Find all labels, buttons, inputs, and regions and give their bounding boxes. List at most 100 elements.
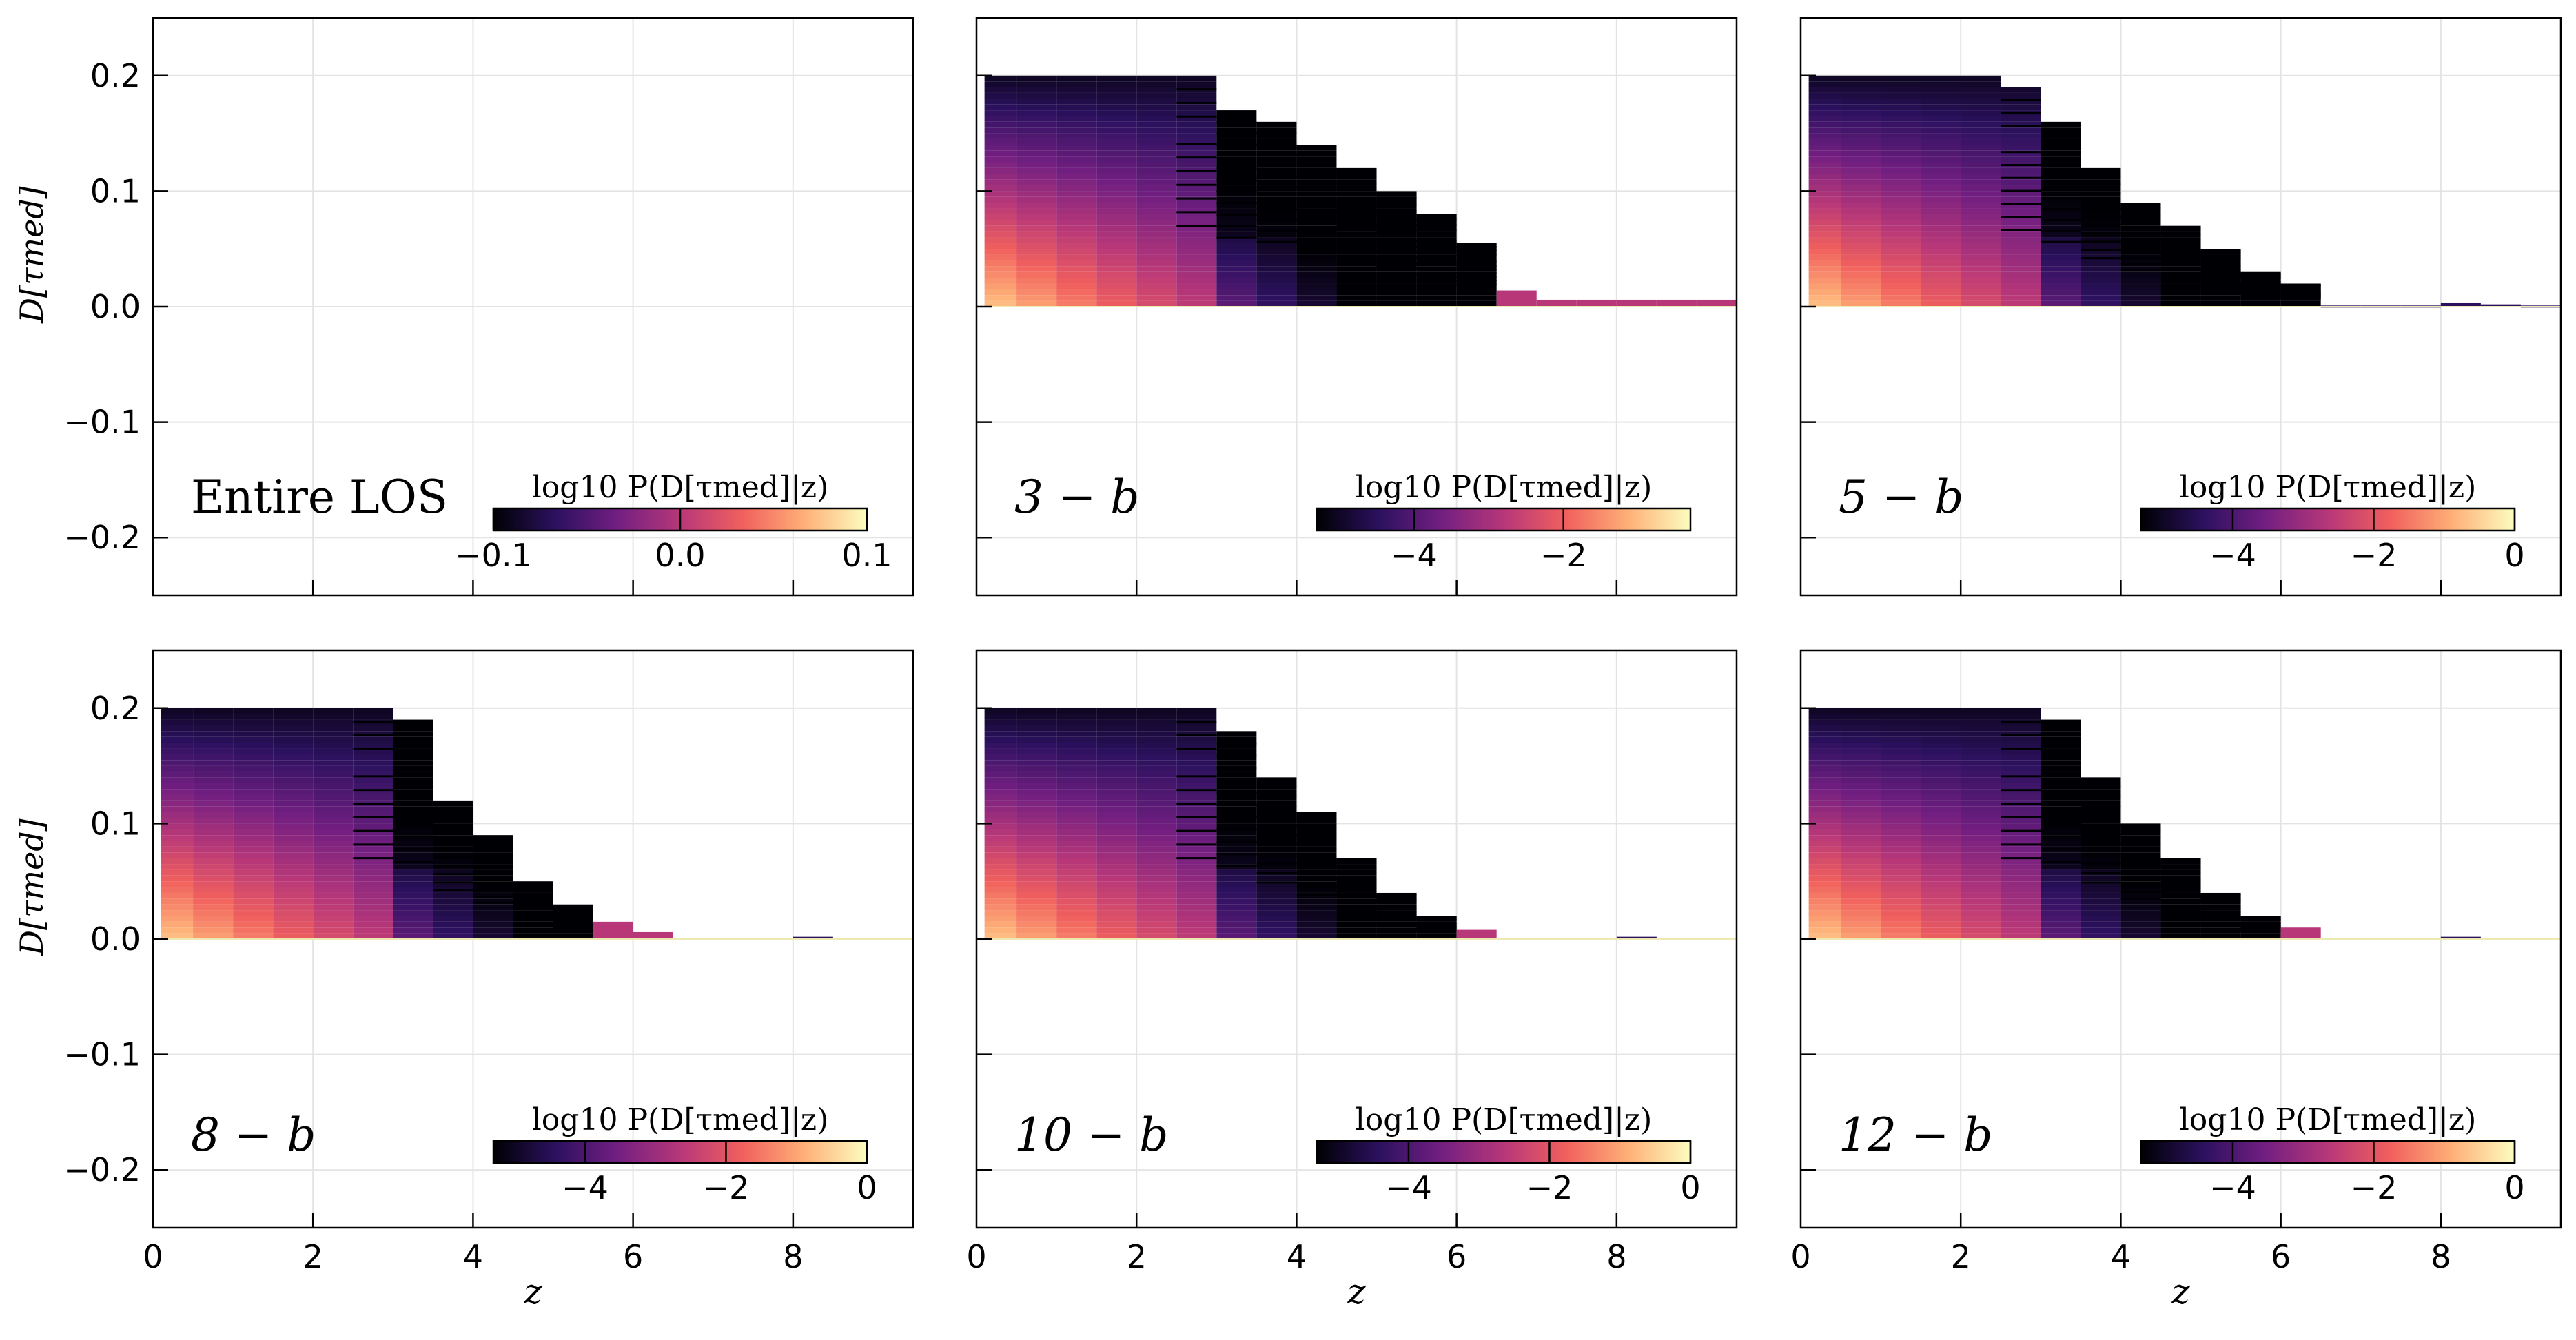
- heatmap-column-10: [2160, 225, 2201, 307]
- heatmap-column-17: [1616, 936, 1657, 939]
- heatmap-column-9: [1296, 812, 1337, 939]
- heatmap-column-11: [553, 904, 593, 939]
- colorbar-tick-label: −4: [562, 1169, 609, 1206]
- x-tick-label: 2: [1951, 1238, 1971, 1275]
- colorbar: log10 P(D[τmed]|z)−0.1 0.0 0.1: [455, 470, 892, 574]
- colorbar: log10 P(D[τmed]|z) −4 −2 0: [2140, 1102, 2525, 1206]
- colorbar-title: log10 P(D[τmed]|z): [532, 1102, 829, 1137]
- x-tick-label: 4: [1287, 1238, 1307, 1275]
- colorbar-tick-label: 0.0: [655, 537, 705, 574]
- panel-3: 5 − b log10 P(D[τmed]|z) −4 −2 0: [1799, 17, 2562, 597]
- heatmap-column-7: [1216, 731, 1257, 939]
- heatmap-column-7: [2041, 719, 2081, 939]
- heatmap-column-3: [1881, 75, 1921, 307]
- colorbar-title: log10 P(D[τmed]|z): [2180, 1102, 2477, 1137]
- heatmap-column-1: [161, 708, 194, 939]
- heatmap-column-10: [1336, 858, 1377, 939]
- heatmap-column-6: [353, 708, 393, 939]
- heatmap-column-12: [593, 921, 633, 939]
- heatmap-column-5: [1961, 75, 2001, 307]
- heatmap-column-11: [2200, 249, 2241, 307]
- panel-6: 0 2 4 6 8 12 − b log10 P(D[τmed]|z) −4 −2 0 z: [1790, 649, 2562, 1312]
- colorbar-strip: [2140, 1140, 2516, 1164]
- colorbar-tick-label: −4: [2209, 537, 2256, 574]
- heatmap-column-13: [2280, 927, 2321, 939]
- colorbar-tick-label: −2: [2351, 537, 2398, 574]
- panel-4: 0.2 0.1 0.0 −0.1 −0.2 0 2 4 6 8 8 − b log10 P(D[τme…: [13, 649, 914, 1312]
- colorbar-tick-label: 0: [2504, 537, 2524, 574]
- panel-label: 12 − b: [1839, 1109, 1993, 1162]
- y-tick-label: −0.1: [63, 1036, 141, 1073]
- heatmap-column-17: [2440, 302, 2481, 307]
- colorbar-strip: [1316, 507, 1692, 532]
- colorbar-tick-label: −2: [2351, 1169, 2398, 1206]
- heatmap-column-5: [1136, 75, 1177, 307]
- heatmap-column-11: [2200, 892, 2241, 939]
- heatmap-column-5: [313, 708, 354, 939]
- colorbar-title: log10 P(D[τmed]|z): [2180, 470, 2477, 505]
- heatmap-column-1: [1808, 75, 1841, 307]
- y-tick-label: −0.1: [63, 404, 141, 441]
- heatmap-column-13: [1456, 243, 1497, 307]
- heatmap-column-2: [1841, 75, 1881, 307]
- heatmap-column-4: [1921, 75, 1961, 307]
- heatmap-column-13: [1456, 929, 1497, 939]
- panel-label: Entire LOS: [191, 471, 448, 524]
- colorbar-title: log10 P(D[τmed]|z): [1356, 1102, 1653, 1137]
- colorbar-tick-label: −4: [1385, 1169, 1432, 1206]
- heatmap-column-7: [1216, 110, 1257, 307]
- heatmap-column-10: [1336, 167, 1377, 307]
- heatmap-column-18: [1656, 299, 1697, 307]
- colorbar-tick-label: −2: [1526, 1169, 1573, 1206]
- x-axis-label: z: [2171, 1272, 2190, 1312]
- colorbar-tick-label: 0: [857, 1169, 877, 1206]
- y-tick-label: 0.2: [90, 57, 141, 94]
- x-tick-label: 0: [143, 1238, 163, 1275]
- y-tick-label: 0.2: [90, 690, 141, 727]
- x-tick-label: 6: [623, 1238, 643, 1275]
- heatmap-column-19: [1696, 299, 1737, 307]
- panels-layer: 0.2 0.1 0.0 −0.1 −0.2 Entire LOS log10 P(D[τme…: [13, 17, 2562, 1312]
- x-tick-label: 6: [1447, 1238, 1466, 1275]
- heatmap-column-11: [1376, 191, 1417, 307]
- heatmap-column-12: [2240, 916, 2281, 939]
- heatmap-column-6: [2001, 708, 2041, 939]
- heatmap-column-8: [2081, 167, 2121, 307]
- heatmap-column-10: [2160, 858, 2201, 939]
- x-tick-label: 2: [1127, 1238, 1147, 1275]
- heatmap-column-12: [1416, 214, 1457, 307]
- heatmap-column-10: [513, 881, 553, 939]
- colorbar: log10 P(D[τmed]|z) −4 −2 0: [1316, 1102, 1701, 1206]
- y-tick-label: 0.1: [90, 805, 141, 842]
- heatmap-column-1: [984, 75, 1017, 307]
- heatmap-column-3: [233, 708, 274, 939]
- heatmap-column-1: [984, 708, 1017, 939]
- heatmap-column-4: [1096, 75, 1137, 307]
- colorbar: log10 P(D[τmed]|z) −4 −2 0: [492, 1102, 877, 1206]
- heatmap-column-7: [393, 719, 433, 939]
- heatmap-column-4: [273, 708, 314, 939]
- heatmap-column-16: [1576, 299, 1617, 307]
- colorbar-tick-label: −2: [1540, 537, 1587, 574]
- heatmap-column-18: [2480, 304, 2521, 307]
- x-tick-label: 0: [966, 1238, 986, 1275]
- heatmap-column-2: [1016, 708, 1057, 939]
- heatmap-column-9: [2120, 823, 2161, 939]
- heatmap-column-6: [1176, 75, 1217, 307]
- panel-2: 3 − b log10 P(D[τmed]|z) −4 −2: [975, 17, 1738, 597]
- heatmap-column-11: [1376, 892, 1417, 939]
- heatmap-column-3: [1881, 708, 1921, 939]
- panel-label: 10 − b: [1014, 1109, 1169, 1162]
- heatmap-column-2: [193, 708, 234, 939]
- x-axis-label: z: [523, 1272, 542, 1312]
- heatmap-column-15: [1536, 299, 1577, 307]
- heatmap-column-6: [1176, 708, 1217, 939]
- y-tick-label: −0.2: [63, 519, 141, 556]
- colorbar-strip: [1316, 1140, 1692, 1164]
- x-tick-label: 8: [1606, 1238, 1626, 1275]
- heatmap-column-17: [2440, 936, 2481, 939]
- y-tick-label: 0.1: [90, 172, 141, 209]
- colorbar-tick-label: 0.1: [841, 537, 892, 574]
- colorbar: log10 P(D[τmed]|z) −4 −2 0: [2140, 470, 2525, 574]
